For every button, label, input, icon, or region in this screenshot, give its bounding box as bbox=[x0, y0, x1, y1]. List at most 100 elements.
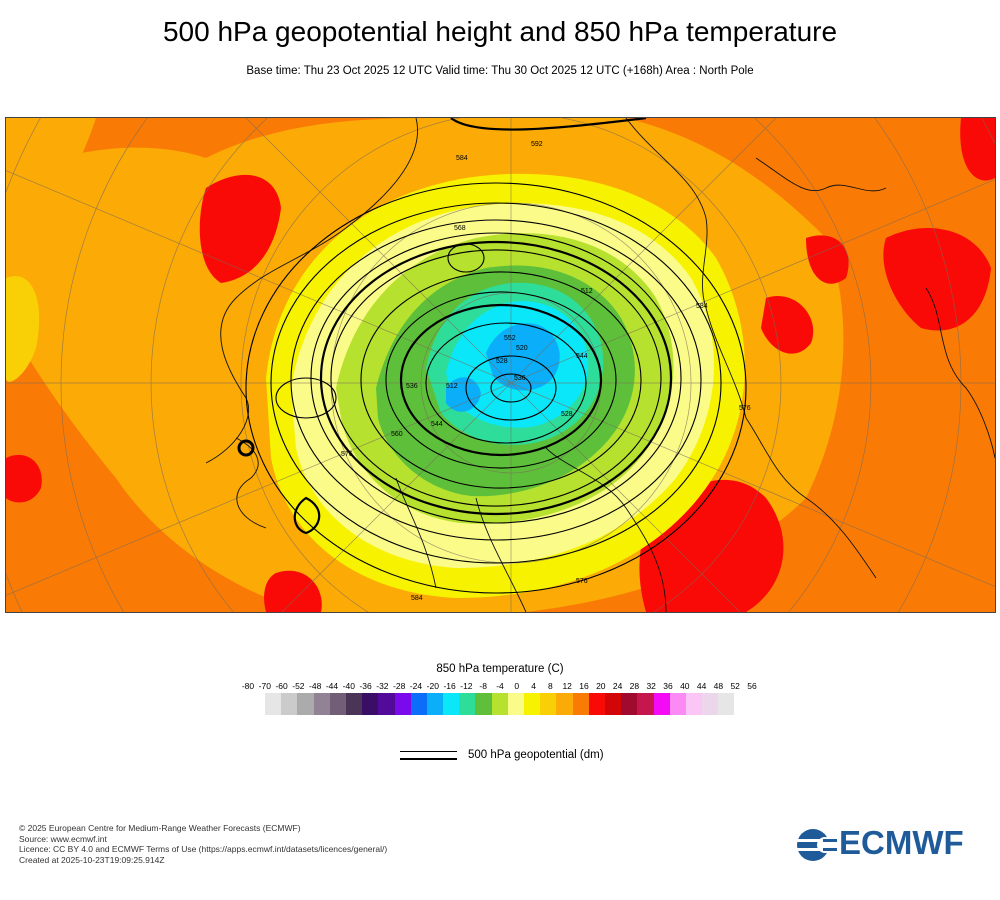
legend-tick-label: -16 bbox=[443, 681, 456, 691]
north-pole-map: 584 592 576 568 552 536 520 512 544 528 … bbox=[6, 118, 995, 612]
legend-swatch bbox=[653, 693, 670, 715]
legend-swatch bbox=[297, 693, 314, 715]
warm-anomaly-west bbox=[199, 174, 281, 283]
geopotential-legend-label: 500 hPa geopotential (dm) bbox=[468, 749, 604, 761]
temperature-field-blue-lobe bbox=[446, 377, 481, 412]
contour-label: 592 bbox=[531, 141, 543, 148]
warm-anomaly-east-3 bbox=[806, 235, 849, 284]
contour-label: 544 bbox=[576, 353, 588, 360]
contour-label: 512 bbox=[581, 288, 593, 295]
ecmwf-logo-text: ECMWF bbox=[839, 824, 964, 861]
contour-label: 576 bbox=[739, 405, 751, 412]
contour-label: 584 bbox=[411, 595, 423, 602]
legend-tick-label: -44 bbox=[325, 681, 339, 691]
temperature-legend-ticks: -80 -70 -60 -52 -48 -44 -40 -36 -32 -28 -24 -20 -16-… bbox=[0, 681, 1000, 693]
legend-swatch bbox=[685, 693, 703, 715]
contour-labels: 584 592 576 568 552 536 520 512 544 528 … bbox=[341, 141, 751, 602]
geopotential-contours-bold bbox=[237, 118, 673, 535]
warm-anomaly-east-1 bbox=[883, 228, 991, 331]
contour-label: 536 bbox=[514, 375, 526, 382]
chart-title: 500 hPa geopotential height and 850 hPa … bbox=[162, 16, 838, 47]
legend-tick-label: 12 bbox=[562, 681, 572, 691]
legend-swatch bbox=[702, 693, 719, 715]
legend-swatch bbox=[443, 693, 460, 715]
coastlines bbox=[205, 118, 995, 612]
legend-tick-label: -80 bbox=[241, 681, 255, 691]
legend-tick-label: -8 bbox=[479, 681, 487, 691]
legend-swatch bbox=[345, 693, 363, 715]
legend-swatch bbox=[669, 693, 686, 715]
copyright-line: © 2025 European Centre for Medium-Range … bbox=[19, 823, 301, 833]
warm-anomaly-ne bbox=[960, 118, 995, 181]
contour-label: 520 bbox=[516, 345, 528, 352]
legend-swatch bbox=[556, 693, 573, 715]
legend-tick-label: 40 bbox=[680, 681, 690, 691]
legend-tick-label: 0 bbox=[514, 681, 520, 691]
legend-tick-label: -12 bbox=[460, 681, 473, 691]
legend-swatch bbox=[459, 693, 476, 715]
legend-swatch bbox=[313, 693, 330, 715]
legend-tick-label: -60 bbox=[275, 681, 288, 691]
legend-tick-label: 4 bbox=[531, 681, 536, 691]
legend-tick-label: 36 bbox=[663, 681, 673, 691]
contour-label: 552 bbox=[504, 335, 516, 342]
legend-swatch bbox=[588, 693, 605, 715]
legend-tick-label: -36 bbox=[359, 681, 372, 691]
legend-swatch bbox=[394, 693, 411, 715]
legend-tick-label: 52 bbox=[730, 681, 740, 691]
legend-swatch bbox=[362, 693, 379, 715]
legend-tick-label: -40 bbox=[342, 681, 355, 691]
geopotential-legend: 500 hPa geopotential (dm) bbox=[400, 748, 700, 766]
legend-tick-label: -28 bbox=[393, 681, 406, 691]
temperature-legend-colorbar bbox=[265, 693, 735, 715]
contour-label: 536 bbox=[406, 383, 418, 390]
legend-tick-label: -20 bbox=[426, 681, 439, 691]
legend-tick-label: 48 bbox=[713, 681, 724, 691]
legend-swatch bbox=[540, 693, 557, 715]
contour-label: 528 bbox=[496, 358, 508, 365]
legend-tick-label: -24 bbox=[409, 681, 423, 691]
chart-subtitle: Base time: Thu 23 Oct 2025 12 UTC Valid … bbox=[246, 65, 754, 77]
legend-swatch bbox=[281, 693, 298, 715]
legend-tick-label: 44 bbox=[696, 681, 707, 691]
legend-tick-label: 16 bbox=[579, 681, 589, 691]
contour-label: 544 bbox=[431, 421, 443, 428]
legend-tick-label: 24 bbox=[612, 681, 623, 691]
legend-swatch bbox=[491, 693, 508, 715]
legend-swatch bbox=[426, 693, 444, 715]
ecmwf-logo-mark bbox=[795, 829, 837, 861]
map-panel: 584 592 576 568 552 536 520 512 544 528 … bbox=[5, 117, 996, 613]
legend-swatch bbox=[718, 693, 735, 715]
legend-swatch bbox=[265, 693, 282, 715]
legend-tick-label: -4 bbox=[496, 681, 504, 691]
legend-swatch bbox=[507, 693, 524, 715]
contour-label: 528 bbox=[561, 411, 573, 418]
contour-label: 568 bbox=[454, 225, 466, 232]
legend-swatch bbox=[604, 693, 622, 715]
contour-label: 576 bbox=[576, 578, 588, 585]
legend-tick-label: -70 bbox=[258, 681, 271, 691]
legend-tick-label: 28 bbox=[629, 681, 640, 691]
contour-label: 576 bbox=[341, 451, 353, 458]
contour-label: 584 bbox=[696, 303, 708, 310]
legend-tick-label: -52 bbox=[292, 681, 305, 691]
legend-tick-label: 20 bbox=[596, 681, 606, 691]
geopotential-line-sample bbox=[400, 751, 457, 760]
temperature-legend-title: 850 hPa temperature (C) bbox=[436, 663, 564, 675]
licence-line: Licence: CC BY 4.0 and ECMWF Terms of Us… bbox=[19, 844, 388, 854]
contour-label: 560 bbox=[391, 431, 403, 438]
warm-anomaly-sw bbox=[264, 570, 322, 612]
source-line: Source: www.ecmwf.int bbox=[19, 833, 107, 844]
legend-tick-label: 32 bbox=[646, 681, 656, 691]
legend-swatch bbox=[572, 693, 589, 715]
legend-swatch bbox=[524, 693, 541, 715]
contour-label: 512 bbox=[446, 383, 458, 390]
created-line: Created at 2025-10-23T19:09:25.914Z bbox=[19, 854, 165, 865]
legend-tick-label: 56 bbox=[747, 681, 757, 691]
legend-swatch bbox=[329, 693, 346, 715]
legend-swatch bbox=[410, 693, 427, 715]
legend-swatch bbox=[637, 693, 654, 715]
legend-tick-label: -32 bbox=[376, 681, 389, 691]
ecmwf-logo: ECMWF bbox=[795, 824, 985, 863]
warm-anomaly-west-edge bbox=[6, 454, 42, 503]
